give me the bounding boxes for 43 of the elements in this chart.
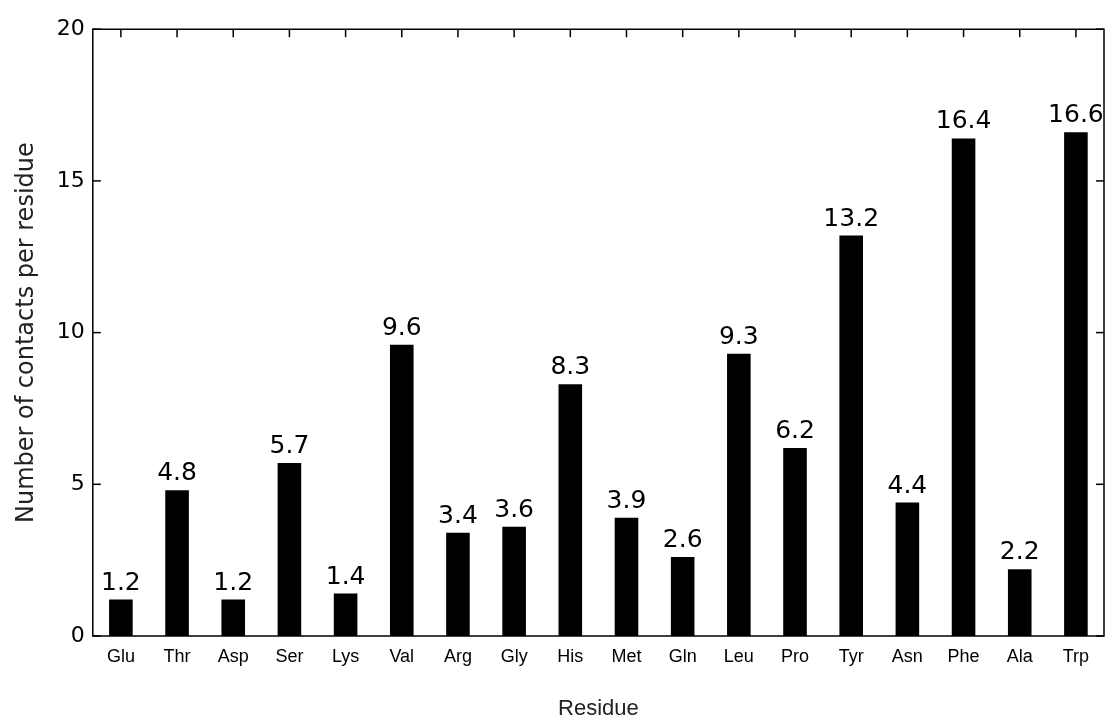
y-tick-label: 20 [56, 14, 85, 40]
data-label: 6.2 [775, 414, 815, 444]
x-tick-label: Asn [891, 645, 923, 666]
y-tick-label: 5 [70, 470, 85, 496]
data-label: 8.3 [550, 351, 591, 381]
data-label: 1.4 [325, 560, 366, 590]
x-tick-label: Leu [723, 645, 754, 666]
data-label: 3.6 [494, 493, 535, 523]
data-label: 9.3 [718, 320, 759, 350]
x-tick-label: Gly [500, 645, 528, 666]
data-label: 3.9 [606, 484, 647, 514]
x-tick-label: Phe [947, 645, 980, 666]
x-tick-label: Lys [331, 645, 360, 666]
x-tick-label: Glu [106, 645, 135, 666]
x-tick-label: Asp [217, 645, 249, 666]
x-tick-label: Ala [1006, 645, 1034, 666]
data-label: 16.4 [935, 105, 992, 135]
x-tick-label: Arg [443, 645, 472, 666]
x-tick-label: Ser [275, 645, 304, 666]
y-axis-title: Number of contacts per residue [10, 142, 39, 523]
data-label: 3.4 [438, 499, 478, 529]
data-label: 4.8 [157, 457, 197, 487]
x-tick-label: Thr [163, 645, 191, 666]
x-tick-label: Tyr [838, 645, 864, 666]
data-label: 13.2 [823, 202, 880, 232]
data-label: 1.2 [213, 566, 254, 596]
y-tick-label: 15 [56, 166, 85, 192]
data-label: 9.6 [381, 311, 422, 341]
data-label: 2.6 [662, 524, 703, 554]
x-tick-label: Gln [668, 645, 697, 666]
data-label: 16.6 [1048, 99, 1104, 129]
x-tick-label: Pro [781, 645, 810, 666]
x-tick-label: Trp [1062, 645, 1090, 666]
data-label: 2.2 [999, 536, 1040, 566]
x-axis-title: Residue [558, 694, 639, 720]
y-tick-label: 0 [70, 621, 85, 647]
data-label: 5.7 [269, 430, 310, 460]
y-tick-label: 10 [56, 318, 85, 344]
data-label: 1.2 [101, 566, 141, 596]
x-tick-label: Val [389, 645, 415, 666]
x-tick-label: His [557, 645, 584, 666]
x-tick-label: Met [611, 645, 642, 666]
data-label: 4.4 [887, 469, 928, 499]
